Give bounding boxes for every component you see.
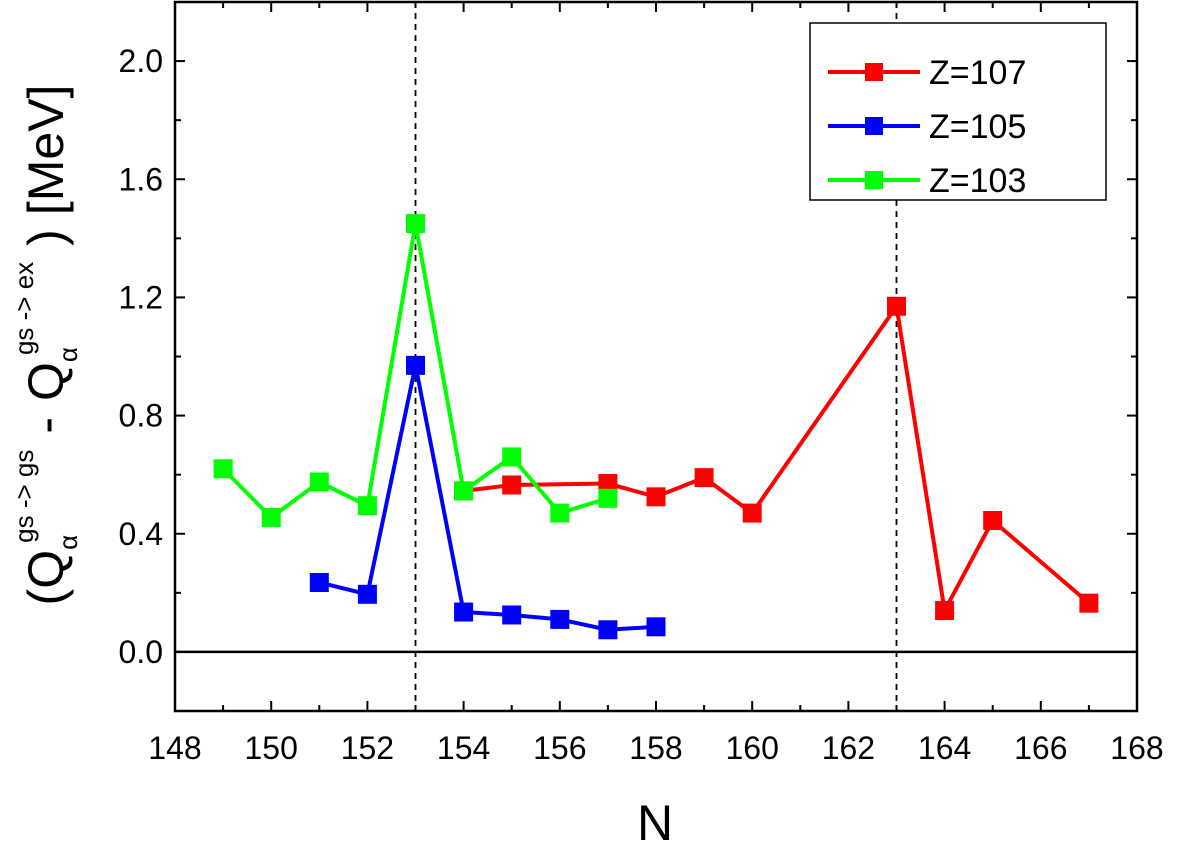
data-point-z-105 [550,609,570,629]
x-axis-title: N [637,795,673,848]
legend-marker [865,171,883,189]
data-point-z-107 [694,468,714,488]
y-title-q2-sup: gs -> ex [9,262,39,355]
data-point-z-103 [261,508,281,527]
legend-label: Z=105 [929,108,1026,146]
y-tick-label: 0.0 [119,634,163,670]
series-layer [213,214,1099,640]
data-point-z-105 [502,605,522,625]
data-point-z-107 [598,474,618,494]
x-tick-label: 156 [533,730,586,766]
y-title-q1: Q [18,550,74,589]
y-tick-label: 0.8 [119,398,163,434]
data-point-z-103 [213,459,233,479]
data-point-z-103 [598,488,618,508]
data-point-z-107 [646,487,666,507]
data-point-z-105 [357,584,377,604]
series-z-103 [213,214,618,527]
data-point-z-105 [598,620,618,640]
y-axis-title-text: (Qαgs -> gs-Qαgs -> ex)[MeV] [9,85,83,606]
x-tick-label: 162 [822,730,875,766]
y-tick-label: 1.6 [119,161,163,197]
x-tick-label: 160 [726,730,779,766]
series-line-z-107 [463,304,1091,613]
x-tick-label: 168 [1110,730,1163,766]
series-z-107 [454,296,1099,621]
legend-box [809,22,1107,201]
data-point-z-103 [406,214,425,234]
legend: Z=107 Z=105 Z=103 [809,22,1107,201]
x-tick-label: 152 [341,730,394,766]
data-point-z-107 [935,601,955,621]
y-tick-label: 2.0 [119,43,163,79]
x-tick-label: 164 [918,730,971,766]
data-point-z-105 [646,617,666,637]
data-point-z-103 [309,472,329,492]
y-axis-title: (Qαgs -> gs-Qαgs -> ex)[MeV] [9,85,83,606]
y-title-q2: Q [18,362,74,401]
data-point-z-103 [550,503,570,523]
x-tick-label: 154 [437,730,490,766]
y-title-q2-sub: α [53,347,83,362]
data-point-z-105 [309,572,329,592]
data-point-z-105 [454,602,474,622]
tick-labels: 148 150 152 154 156 158 160 162 164 166 168 0.0 0.4 0… [119,43,1164,766]
y-title-close-paren: ) [18,229,74,246]
data-point-z-107 [502,475,522,495]
legend-label: Z=103 [929,162,1026,200]
y-title-minus: - [18,417,74,434]
data-point-z-107 [983,510,1003,530]
y-title-open-paren: ( [18,588,74,605]
y-tick-label: 0.4 [119,516,163,552]
legend-marker [865,63,883,81]
legend-marker [865,117,883,135]
series-z-105 [309,355,666,640]
data-point-z-103 [502,447,522,467]
x-tick-label: 166 [1014,730,1067,766]
data-point-z-107 [1079,593,1099,613]
data-point-z-103 [454,481,474,501]
y-title-unit: [MeV] [18,85,74,216]
legend-label: Z=107 [929,54,1026,92]
y-title-q1-sub: α [53,535,83,550]
x-tick-label: 150 [245,730,298,766]
x-tick-label: 148 [148,730,201,766]
x-tick-label: 158 [629,730,682,766]
y-title-q1-sup: gs -> gs [9,450,39,543]
data-point-z-107 [742,503,762,523]
plot-frame [173,0,1139,713]
data-point-z-103 [357,496,377,516]
data-point-z-105 [406,355,425,375]
y-tick-label: 1.2 [119,279,163,315]
data-point-z-107 [887,296,906,316]
